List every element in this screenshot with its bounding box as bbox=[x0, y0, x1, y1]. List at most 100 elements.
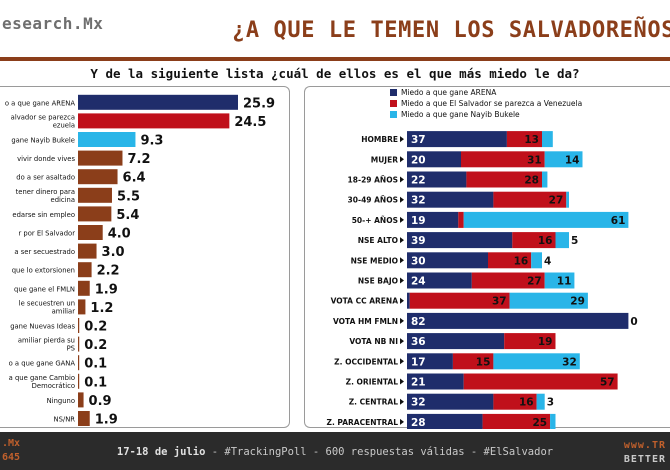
row-arrow-icon bbox=[400, 257, 404, 264]
bar bbox=[78, 262, 92, 278]
category-label: ezuela bbox=[53, 121, 75, 129]
stack-segment bbox=[409, 292, 510, 309]
value-label: 3.0 bbox=[102, 245, 125, 260]
bar bbox=[78, 243, 97, 259]
value-label: 0.1 bbox=[84, 375, 107, 390]
value-label: 1.2 bbox=[90, 301, 113, 316]
segment-label: Z. OCCIDENTAL bbox=[334, 357, 398, 366]
stack-segment bbox=[407, 333, 505, 350]
segment-label: VOTA HM FMLN bbox=[333, 317, 398, 326]
stack-segment bbox=[461, 151, 545, 168]
stack-segment bbox=[531, 252, 542, 269]
value-label: 25.9 bbox=[243, 96, 275, 111]
segment-value-label: 27 bbox=[549, 195, 564, 207]
stack-segment bbox=[407, 191, 494, 208]
segment-label: MUJER bbox=[371, 155, 398, 164]
bar bbox=[78, 225, 103, 240]
stack-segment bbox=[407, 131, 507, 148]
segment-stacked-chart: Miedo a que gane ARENA Miedo a que El Sal… bbox=[327, 88, 638, 451]
segment-value-label: 27 bbox=[527, 276, 542, 288]
category-label: do a ser asaltado bbox=[16, 174, 75, 182]
stack-segment bbox=[488, 252, 532, 269]
legend-swatch bbox=[390, 100, 397, 107]
row-arrow-icon bbox=[400, 297, 404, 304]
segment-value-label: 37 bbox=[492, 296, 507, 308]
stack-segment bbox=[407, 373, 464, 390]
category-label: a ser secuestrado bbox=[14, 248, 75, 256]
bar bbox=[78, 113, 230, 129]
segment-value-label: 19 bbox=[538, 336, 553, 348]
stack-segment bbox=[544, 151, 583, 168]
segment-label: 30-49 AÑOS bbox=[348, 196, 398, 205]
bar bbox=[78, 336, 80, 352]
page-title: ¿A QUE LE TEMEN LOS SALVADOREÑOS? bbox=[232, 18, 670, 43]
category-label: NS/NR bbox=[54, 416, 76, 424]
segment-value-label: 21 bbox=[411, 377, 426, 389]
stack-segment bbox=[542, 131, 553, 148]
segment-label: VOTA CC ARENA bbox=[331, 297, 399, 306]
segment-value-label: 82 bbox=[411, 316, 426, 328]
stack-segment bbox=[506, 131, 542, 148]
bar bbox=[78, 169, 118, 185]
segment-value-label: 31 bbox=[527, 154, 542, 166]
bar bbox=[78, 280, 90, 296]
legend-label: Miedo a que El Salvador se parezca a Ven… bbox=[401, 99, 582, 108]
overall-bar-chart: o a que gane ARENA 25.9 alvador se parezca… bbox=[5, 94, 275, 428]
row-arrow-icon bbox=[400, 398, 404, 405]
segment-label: VOTA NB NI bbox=[349, 337, 398, 346]
value-label: 6.4 bbox=[123, 171, 146, 186]
segment-value-label: 36 bbox=[411, 336, 426, 348]
category-label: PS bbox=[67, 345, 75, 353]
footer-caption-rest: - #TrackingPoll - 600 respuestas válidas… bbox=[205, 446, 554, 458]
footer-date: 17-18 de julio bbox=[116, 446, 206, 458]
stack-segment bbox=[407, 151, 461, 168]
row-arrow-icon bbox=[400, 338, 404, 345]
segment-value-label: 15 bbox=[476, 356, 491, 368]
stack-segment bbox=[509, 292, 588, 309]
footer-right-line2: BETTER bbox=[623, 454, 666, 465]
value-label: 24.5 bbox=[234, 115, 266, 130]
stack-segment bbox=[407, 393, 494, 410]
row-arrow-icon bbox=[400, 358, 404, 365]
value-label: 4.0 bbox=[108, 227, 131, 242]
segment-value-label: 19 bbox=[411, 215, 426, 227]
stack-segment bbox=[544, 272, 575, 289]
stack-segment bbox=[493, 191, 567, 208]
value-label: 1.9 bbox=[95, 282, 118, 297]
legend-swatch bbox=[390, 111, 397, 118]
segment-value-label: 24 bbox=[411, 276, 426, 288]
survey-question: Y de la siguiente lista ¿cuál de ellos e… bbox=[90, 66, 580, 81]
stack-segment bbox=[493, 393, 537, 410]
value-label: 9.3 bbox=[140, 134, 163, 149]
stack-segment bbox=[407, 232, 513, 249]
category-label: amiliar bbox=[52, 307, 76, 315]
row-arrow-icon bbox=[400, 237, 404, 244]
segment-label: NSE ALTO bbox=[358, 236, 398, 245]
stack-segment bbox=[452, 353, 494, 370]
segment-label: Z. ORIENTAL bbox=[346, 378, 399, 387]
row-arrow-icon bbox=[400, 216, 404, 223]
category-label: gane Nuevas Ideas bbox=[10, 323, 75, 331]
segment-value-label: 22 bbox=[411, 175, 426, 187]
category-label: a que gane Cambio bbox=[9, 374, 75, 382]
stack-segment bbox=[471, 272, 545, 289]
bar bbox=[78, 206, 112, 222]
row-arrow-icon bbox=[400, 277, 404, 284]
stack-segment bbox=[504, 333, 556, 350]
segment-value-label: 0 bbox=[630, 316, 637, 328]
category-label: edicina bbox=[51, 196, 75, 204]
stack-segment bbox=[407, 211, 459, 228]
category-label: gane Nayib Bukele bbox=[11, 137, 75, 145]
segment-value-label: 16 bbox=[514, 255, 529, 267]
segment-label: 50-+ AÑOS bbox=[352, 216, 398, 225]
segment-value-label: 14 bbox=[565, 154, 580, 166]
bar bbox=[78, 411, 90, 426]
segment-value-label: 17 bbox=[411, 356, 426, 368]
segment-value-label: 11 bbox=[557, 276, 572, 288]
category-label: Democrático bbox=[32, 382, 75, 390]
category-label: o a que gane ARENA bbox=[5, 99, 75, 107]
row-arrow-icon bbox=[400, 378, 404, 385]
category-label: tener dinero para bbox=[16, 188, 75, 196]
category-label: edarse sin empleo bbox=[12, 211, 75, 219]
row-arrow-icon bbox=[400, 176, 404, 183]
